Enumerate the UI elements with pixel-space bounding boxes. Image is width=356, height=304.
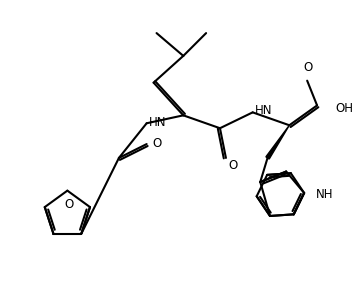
Text: O: O xyxy=(228,159,237,172)
Text: O: O xyxy=(153,136,162,150)
Text: HN: HN xyxy=(149,116,166,129)
Text: HN: HN xyxy=(255,104,272,117)
Text: OH: OH xyxy=(335,102,353,115)
Text: NH: NH xyxy=(316,188,334,202)
Polygon shape xyxy=(266,125,289,159)
Text: O: O xyxy=(304,61,313,74)
Text: O: O xyxy=(65,198,74,211)
